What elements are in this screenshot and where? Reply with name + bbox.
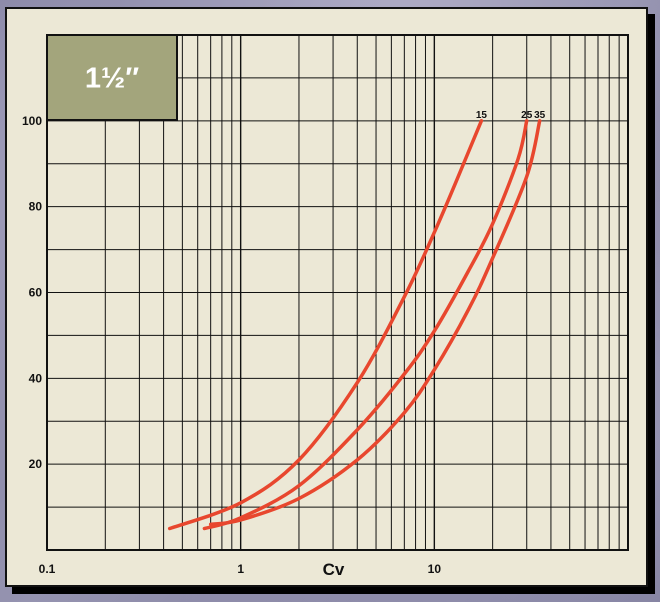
series-lines: 15 25 35 xyxy=(167,110,546,531)
x-tick-label: 0.1 xyxy=(39,562,56,576)
y-tick-label: 60 xyxy=(29,286,43,300)
x-axis-label: Cv xyxy=(323,560,345,579)
y-tick-label: 40 xyxy=(29,371,43,385)
title-box: 1½″ xyxy=(46,34,178,121)
y-tick-label: 80 xyxy=(29,200,43,214)
x-tick-label: 1 xyxy=(237,562,244,576)
title-box-rect xyxy=(46,34,178,121)
tick-labels: 20 40 60 80 100 0.1 1 10 xyxy=(22,114,441,576)
series-line-15 xyxy=(167,119,484,531)
y-tick-label: 20 xyxy=(29,457,43,471)
x-tick-label: 10 xyxy=(428,562,442,576)
series-line-25 xyxy=(202,119,529,531)
series-label-25: 25 xyxy=(521,110,533,121)
series-label-35: 35 xyxy=(534,110,546,121)
y-tick-label: 100 xyxy=(22,114,42,128)
series-line-35 xyxy=(208,119,542,527)
series-label-15: 15 xyxy=(476,110,488,121)
chart-title: 1½″ xyxy=(85,63,139,95)
